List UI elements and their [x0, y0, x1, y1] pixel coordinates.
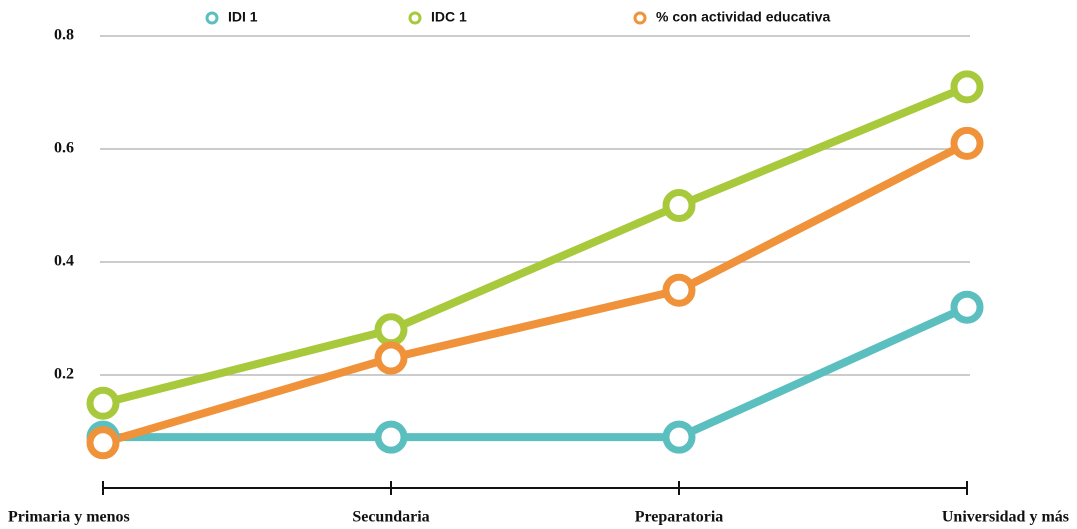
series-line — [101, 139, 969, 447]
legend-label: IDI 1 — [228, 9, 258, 25]
point-marker — [662, 273, 696, 307]
y-tick-label: 0.4 — [54, 253, 74, 270]
point-marker — [86, 426, 120, 460]
legend-marker — [205, 11, 219, 25]
series-line — [103, 303, 969, 442]
y-tick-label: 0.8 — [54, 27, 74, 44]
x-tick-label: Primaria y menos — [8, 509, 130, 526]
point-marker — [950, 126, 984, 160]
point-marker — [950, 290, 984, 324]
point-marker — [86, 386, 120, 420]
legend-label: IDC 1 — [431, 9, 467, 25]
y-tick-label: 0.2 — [54, 366, 74, 383]
x-tick-label: Secundaria — [352, 509, 429, 526]
x-tick-label: Preparatoria — [635, 509, 724, 526]
legend-label: % con actividad educativa — [656, 9, 830, 25]
y-tick-label: 0.6 — [54, 140, 74, 157]
point-marker — [374, 420, 408, 454]
point-marker — [662, 420, 696, 454]
series-line — [102, 83, 969, 408]
point-marker — [950, 70, 984, 104]
point-marker — [374, 341, 408, 375]
point-marker — [374, 313, 408, 347]
legend-marker — [633, 11, 647, 25]
x-tick-label: Universidad y más — [942, 509, 1069, 526]
point-marker — [662, 189, 696, 222]
legend-marker — [408, 11, 422, 25]
